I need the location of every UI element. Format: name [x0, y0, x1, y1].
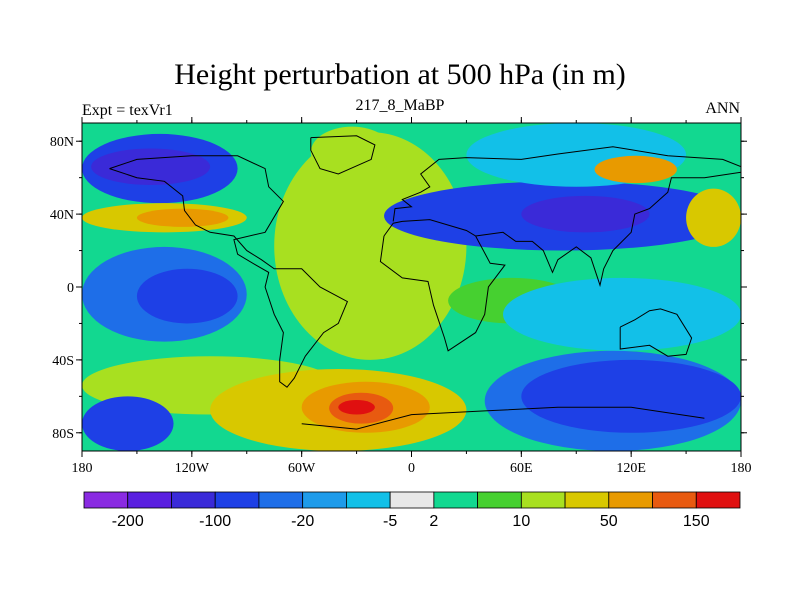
experiment-label: Expt = texVr1 — [82, 102, 173, 119]
center-label: 217_8_MaBP — [355, 97, 445, 114]
field-south-atlantic-high-peak — [338, 399, 375, 415]
field-south-polar-low — [82, 396, 174, 451]
field-southern-ocean-low-core — [521, 359, 741, 433]
colorbar-label: 10 — [512, 513, 530, 530]
field-north-high-orange — [594, 155, 677, 184]
coastline-0 — [109, 155, 349, 388]
x-tick-label: 120W — [175, 461, 210, 476]
y-tick-label: 40N — [50, 208, 74, 223]
field-north-pacific-high-core — [136, 208, 229, 227]
field-atlantic-green — [274, 132, 467, 360]
colorbar-label: 2 — [429, 513, 438, 530]
x-tick-label: 180 — [731, 461, 752, 476]
colorbar-label: 50 — [600, 513, 618, 530]
y-tick-label: 80N — [50, 135, 74, 150]
field-west-pacific-cyan — [503, 277, 741, 351]
coastline-5 — [619, 308, 693, 357]
colorbar-box — [564, 491, 610, 509]
coastline-2 — [379, 219, 506, 352]
field-north-atlantic-yellow — [310, 126, 394, 178]
coastline-layer — [109, 135, 741, 430]
field-layer — [82, 123, 741, 451]
colorbar-box — [520, 491, 566, 509]
chart-title: Height perturbation at 500 hPa (in m) — [174, 58, 626, 91]
x-tick-label: 60W — [288, 461, 316, 476]
coastline-1 — [310, 135, 376, 175]
colorbar-box — [608, 491, 653, 509]
colorbar-box — [171, 491, 216, 509]
colorbar-box — [214, 491, 260, 509]
colorbar-label: -20 — [291, 513, 314, 530]
colorbar-box — [258, 491, 304, 509]
field-north-pacific-low-core — [91, 148, 211, 185]
x-tick-label: 180 — [72, 461, 93, 476]
field-eurasia-low-core — [521, 195, 650, 233]
field-east-pacific-high — [686, 188, 741, 247]
y-tick-label: 80S — [52, 427, 74, 442]
colorbar-box — [695, 491, 741, 509]
coastline-3 — [392, 146, 741, 222]
colorbar-box — [302, 491, 347, 509]
colorbar-box — [477, 491, 522, 509]
y-tick-label: 40S — [52, 354, 74, 369]
colorbar-box — [127, 491, 172, 509]
colorbar-box — [345, 491, 391, 509]
colorbar-box — [389, 491, 435, 509]
colorbar-box — [83, 491, 129, 509]
colorbar-label: -5 — [383, 513, 397, 530]
coastline-4 — [475, 171, 741, 288]
colorbar-box — [433, 491, 479, 509]
x-tick-label: 0 — [408, 461, 415, 476]
colorbar-label: 150 — [683, 513, 710, 530]
colorbar-box — [652, 491, 697, 509]
field-equatorial-pacific-low-core — [136, 268, 238, 324]
colorbar-label: -100 — [199, 513, 231, 530]
y-tick-label: 0 — [67, 281, 74, 296]
x-tick-label: 120E — [616, 461, 646, 476]
coastline-6 — [301, 406, 705, 430]
season-label: ANN — [705, 100, 740, 117]
colorbar-label: -200 — [112, 513, 144, 530]
x-tick-label: 60E — [510, 461, 533, 476]
